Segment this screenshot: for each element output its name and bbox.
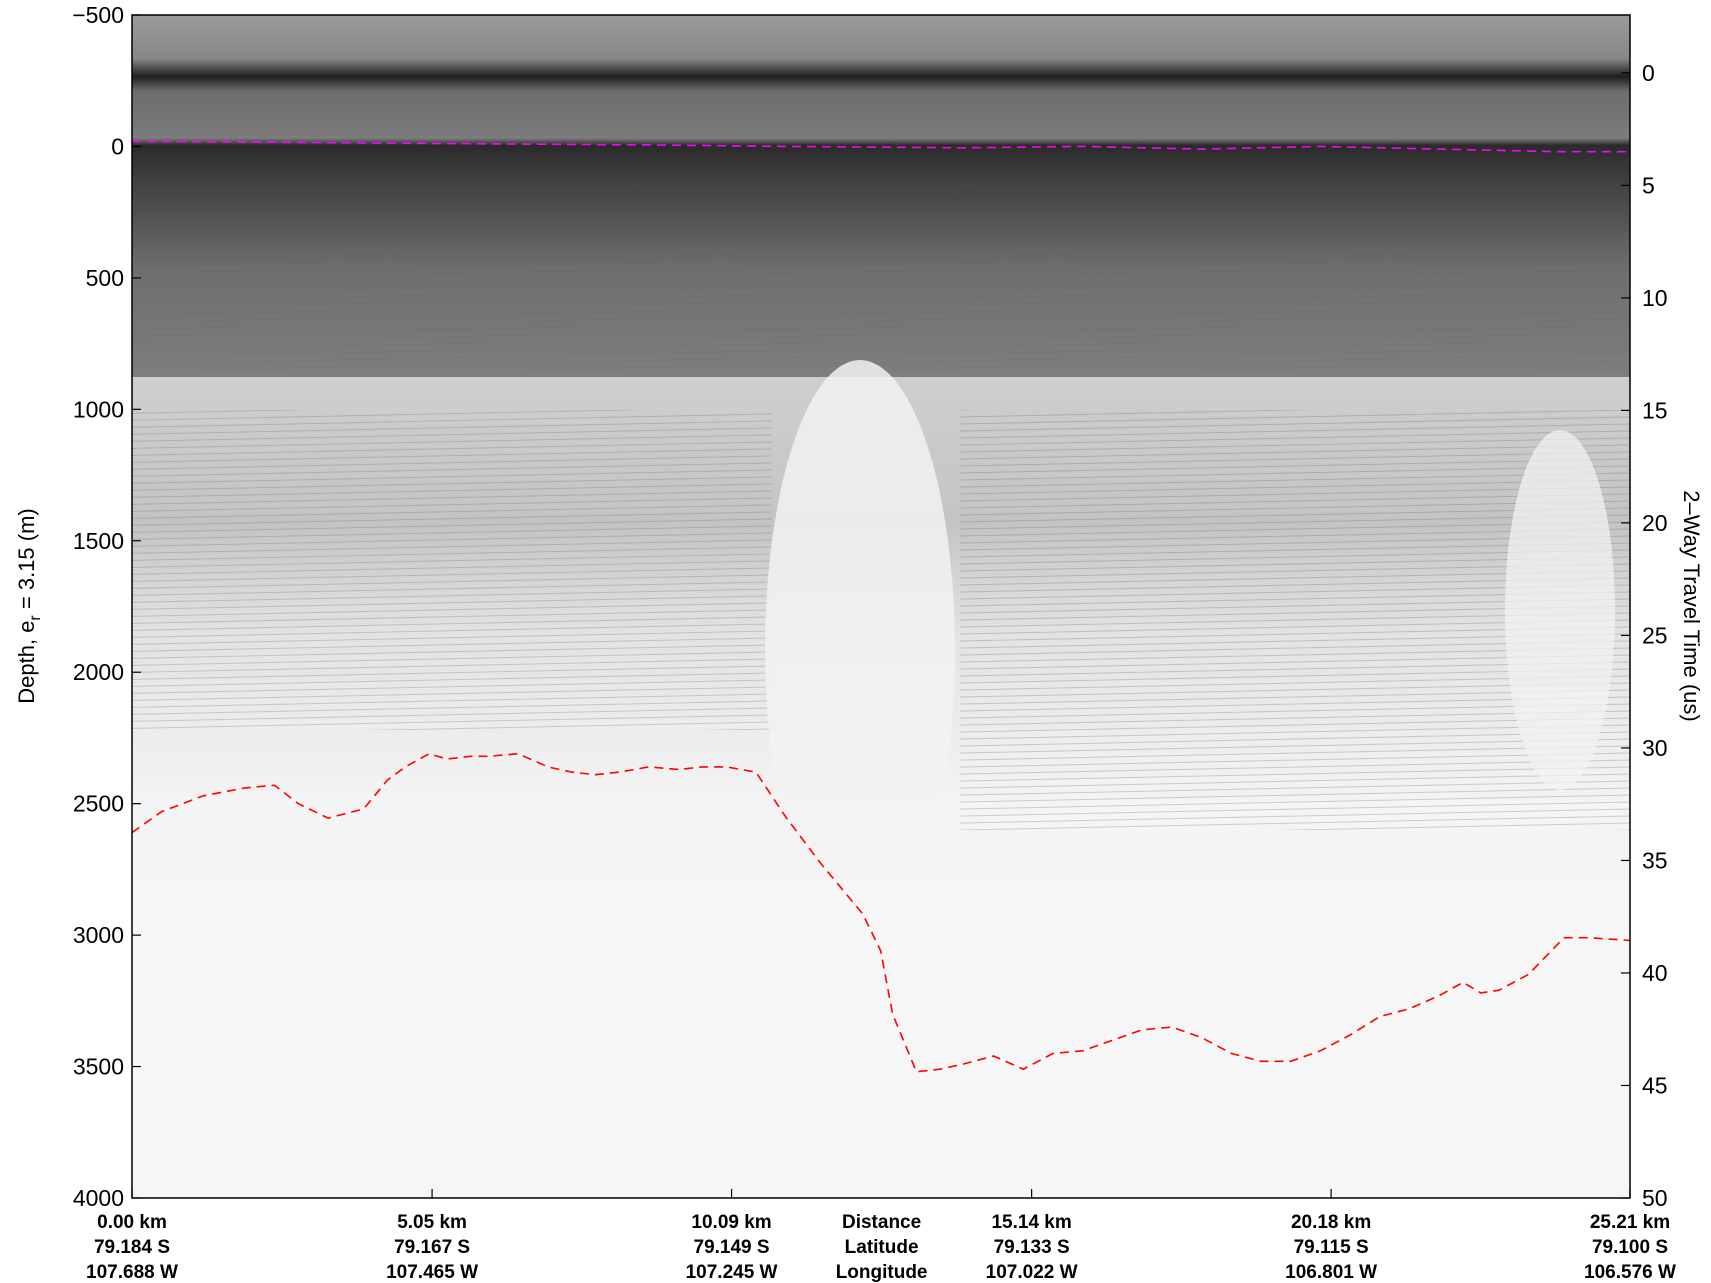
right-axis: 0 5 10 15 20 25 30 35 40 45 50 (1621, 60, 1668, 1211)
bottom-tick-label: 15.14 km (991, 1212, 1071, 1233)
right-tick-label: 45 (1642, 1072, 1668, 1098)
left-axis-title: Depth, er = 3.15 (m) (14, 508, 44, 703)
left-tick-label: 500 (86, 265, 124, 291)
bottom-tick-label: 5.05 km (397, 1212, 467, 1233)
bottom-tick-label: 107.688 W (86, 1262, 178, 1283)
surface-line (132, 140, 1630, 153)
right-tick-label: 10 (1642, 285, 1668, 311)
right-tick-label: 50 (1642, 1185, 1668, 1211)
left-tick-label: 1500 (73, 528, 124, 554)
right-tick-label: 5 (1642, 172, 1655, 198)
left-tick-label: −500 (72, 2, 124, 28)
right-tick-label: 30 (1642, 735, 1668, 761)
bottom-tick-label: 20.18 km (1291, 1212, 1371, 1233)
bottom-axis: 0.00 km 79.184 S 107.688 W 5.05 km 79.167 S 1… (86, 1189, 1676, 1283)
left-tick-label: 2500 (73, 791, 124, 817)
left-tick-label: 3000 (73, 922, 124, 948)
left-tick-label: 1000 (73, 396, 124, 422)
left-axis: −500 0 500 1000 1500 2000 2500 3000 3500 4000 (72, 2, 141, 1211)
right-tick-label: 25 (1642, 622, 1668, 648)
right-tick-label: 35 (1642, 847, 1668, 873)
bottom-tick-label: 106.576 W (1584, 1262, 1676, 1283)
right-tick-label: 15 (1642, 397, 1668, 423)
bottom-tick-label: 79.184 S (94, 1237, 170, 1258)
bottom-tick-label: 79.167 S (394, 1237, 470, 1258)
bottom-tick-label: 107.245 W (686, 1262, 778, 1283)
bottom-tick-label: 79.115 S (1294, 1237, 1369, 1258)
bottom-tick-label: 79.100 S (1592, 1237, 1668, 1258)
bottom-tick-label: 79.133 S (994, 1237, 1070, 1258)
bottom-tick-label: 107.022 W (986, 1262, 1078, 1283)
bottom-tick-label: 10.09 km (691, 1212, 771, 1233)
bottom-tick-label: 79.149 S (694, 1237, 770, 1258)
bottom-legend-label: Distance (842, 1212, 921, 1233)
right-tick-label: 20 (1642, 510, 1668, 536)
plot-frame (131, 14, 1631, 1199)
right-axis-title: 2–Way Travel Time (us) (1679, 490, 1704, 721)
left-tick-label: 0 (111, 133, 124, 159)
bottom-tick-label: 106.801 W (1285, 1262, 1377, 1283)
bottom-legend-label: Latitude (845, 1237, 919, 1258)
right-tick-label: 0 (1642, 60, 1655, 86)
bottom-legend-label: Longitude (836, 1262, 928, 1283)
left-tick-label: 3500 (73, 1054, 124, 1080)
radargram-image (132, 15, 1630, 1198)
bottom-tick-label: 107.465 W (386, 1262, 478, 1283)
right-tick-label: 40 (1642, 960, 1668, 986)
picked-horizons (132, 140, 1630, 1073)
left-tick-label: 2000 (73, 659, 124, 685)
bed-line (132, 752, 1630, 1073)
left-tick-label: 4000 (73, 1185, 124, 1211)
bottom-tick-label: 0.00 km (97, 1212, 167, 1233)
bottom-tick-label: 25.21 km (1590, 1212, 1670, 1233)
